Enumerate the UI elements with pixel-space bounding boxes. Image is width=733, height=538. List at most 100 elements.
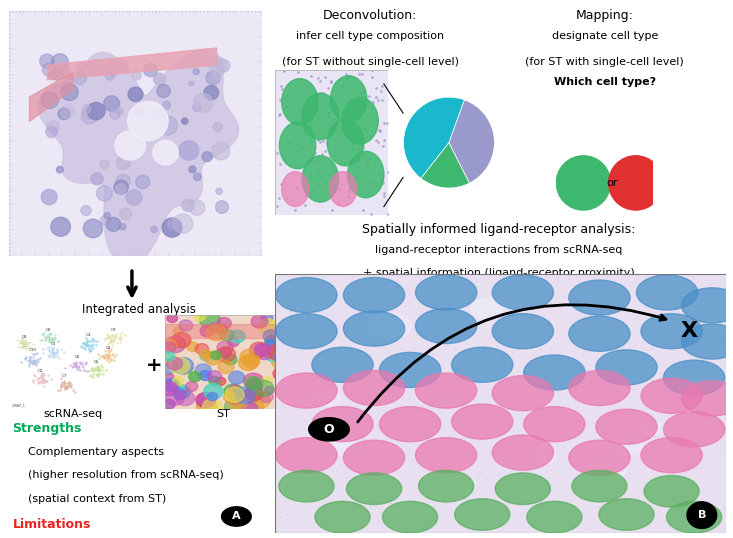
- Circle shape: [152, 108, 166, 121]
- Circle shape: [43, 63, 56, 76]
- Circle shape: [116, 108, 123, 115]
- Point: [575, 456, 587, 465]
- Point: [511, 291, 523, 300]
- Point: [43, 352, 54, 360]
- Point: [649, 431, 661, 440]
- Point: [539, 432, 551, 441]
- Point: [372, 444, 383, 453]
- Point: [357, 150, 369, 158]
- Point: [374, 389, 386, 398]
- Circle shape: [189, 200, 205, 215]
- Text: C9: C9: [110, 328, 116, 332]
- Point: [334, 422, 345, 431]
- Point: [372, 96, 384, 104]
- Point: [711, 441, 723, 450]
- Point: [394, 295, 405, 303]
- Point: [104, 347, 116, 356]
- Point: [366, 458, 377, 466]
- Point: [43, 333, 54, 342]
- Circle shape: [492, 376, 553, 410]
- Point: [19, 339, 31, 348]
- Point: [358, 125, 370, 133]
- Circle shape: [416, 373, 477, 408]
- Point: [92, 364, 104, 373]
- Point: [441, 445, 452, 454]
- Point: [477, 347, 489, 356]
- Point: [397, 505, 409, 514]
- Point: [276, 84, 288, 93]
- Circle shape: [205, 351, 221, 365]
- Point: [394, 482, 405, 491]
- Point: [44, 336, 56, 345]
- Circle shape: [218, 361, 234, 373]
- Point: [306, 187, 318, 195]
- Point: [70, 359, 82, 367]
- Point: [482, 314, 494, 323]
- Point: [296, 174, 308, 182]
- Point: [106, 351, 118, 359]
- Point: [452, 489, 464, 498]
- Circle shape: [221, 507, 251, 526]
- Point: [322, 112, 334, 121]
- Circle shape: [258, 318, 277, 334]
- Point: [281, 103, 292, 111]
- Point: [47, 336, 59, 344]
- Point: [479, 309, 490, 317]
- Point: [317, 279, 328, 288]
- Circle shape: [199, 371, 212, 380]
- Point: [32, 354, 44, 363]
- Point: [471, 281, 482, 290]
- Point: [282, 90, 294, 99]
- Point: [501, 392, 513, 401]
- Circle shape: [199, 312, 221, 328]
- Point: [606, 426, 618, 434]
- Point: [471, 275, 482, 284]
- Point: [357, 206, 369, 214]
- Point: [103, 344, 114, 353]
- Point: [416, 388, 428, 397]
- Point: [299, 166, 311, 174]
- Point: [303, 514, 314, 523]
- Point: [439, 474, 451, 483]
- Point: [687, 339, 699, 348]
- Point: [108, 353, 120, 362]
- Point: [29, 359, 41, 367]
- Point: [26, 359, 38, 368]
- Point: [324, 171, 336, 179]
- Point: [24, 352, 36, 361]
- Point: [43, 371, 54, 380]
- Point: [315, 463, 327, 472]
- Point: [37, 370, 48, 378]
- Point: [84, 370, 96, 379]
- Circle shape: [302, 93, 339, 140]
- Point: [593, 371, 605, 379]
- Point: [106, 332, 118, 341]
- Point: [93, 365, 105, 373]
- Circle shape: [324, 434, 362, 455]
- Point: [344, 104, 356, 112]
- Point: [106, 341, 118, 349]
- Point: [100, 356, 112, 365]
- Circle shape: [242, 402, 258, 415]
- Point: [467, 360, 479, 369]
- Point: [63, 380, 75, 388]
- Point: [336, 81, 347, 89]
- Circle shape: [527, 501, 582, 533]
- Point: [100, 350, 112, 359]
- Point: [331, 466, 342, 475]
- Point: [274, 513, 286, 521]
- Point: [681, 494, 693, 502]
- Point: [108, 356, 119, 364]
- Point: [17, 343, 29, 352]
- Circle shape: [173, 327, 183, 335]
- Point: [81, 341, 92, 349]
- Point: [312, 334, 324, 343]
- Point: [490, 341, 502, 349]
- Point: [105, 336, 117, 344]
- Point: [47, 352, 59, 361]
- Circle shape: [569, 316, 630, 351]
- Point: [94, 370, 106, 379]
- Point: [428, 429, 440, 437]
- Circle shape: [274, 353, 284, 361]
- Point: [310, 118, 322, 126]
